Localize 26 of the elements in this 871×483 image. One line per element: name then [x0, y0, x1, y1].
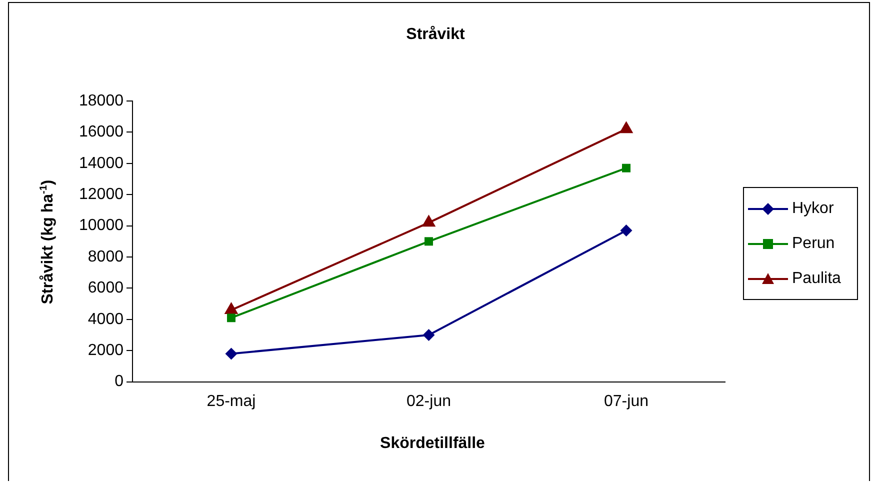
y-tick-label: 16000 [78, 124, 124, 141]
legend-label: Hykor [792, 200, 834, 218]
y-tick-label: 6000 [88, 280, 124, 297]
y-tick-label: 10000 [78, 217, 124, 234]
chart-title: Stråvikt [405, 26, 466, 44]
x-tick-label: 07-jun [604, 392, 648, 410]
y-tick-label: 12000 [78, 186, 124, 204]
point [227, 314, 236, 322]
y-tick-label: 2000 [88, 342, 124, 360]
y-tick-label: 4000 [88, 310, 124, 328]
y-tick-label: 14000 [78, 154, 124, 172]
point [422, 329, 435, 341]
point [424, 237, 433, 246]
y-tick-label: 8000 [88, 248, 124, 266]
point [620, 224, 632, 236]
point [225, 348, 238, 360]
x-tick-label: 25-maj [206, 392, 256, 410]
y-tick-label: 0 [114, 373, 124, 390]
legend-label: Perun [792, 234, 835, 252]
legend-label: Paulita [792, 270, 841, 288]
point [622, 164, 630, 172]
x-axis-title: Skördetillfälle [379, 435, 486, 453]
x-tick-label: 02-jun [406, 392, 451, 410]
point [422, 214, 436, 227]
y-tick-label: 18000 [78, 92, 124, 110]
point [619, 121, 634, 134]
